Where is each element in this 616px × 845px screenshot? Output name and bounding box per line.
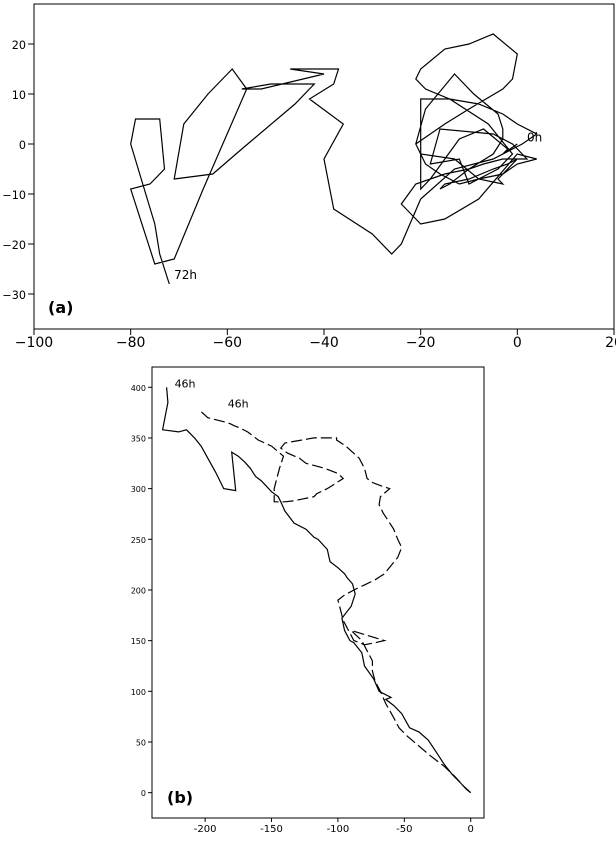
x-tick-label: 0: [513, 335, 522, 351]
track-annotation: 72h: [174, 268, 197, 282]
x-tick-label: −20: [406, 335, 436, 351]
x-tick-label: −100: [15, 335, 53, 351]
y-tick-label: 0: [141, 789, 146, 798]
x-tick-label: −40: [309, 335, 339, 351]
x-tick-label: 20: [605, 335, 616, 351]
panel-label: (a): [48, 298, 73, 317]
x-tick-label: −80: [116, 335, 146, 351]
solid-track-series: [129, 33, 538, 285]
x-tick-label: -50: [396, 824, 412, 835]
x-tick-label: -100: [327, 824, 350, 835]
x-tick-label: -150: [260, 824, 283, 835]
y-tick-label: 20: [12, 39, 26, 52]
solid-track-series: [161, 387, 472, 794]
track-annotation: 0h: [527, 131, 542, 145]
track-annotation: 46h: [175, 377, 196, 390]
y-tick-label: 200: [131, 586, 146, 595]
y-tick-label: −20: [2, 239, 26, 252]
y-tick-label: 350: [131, 434, 146, 443]
y-tick-label: 0: [19, 139, 26, 152]
panel-b-chart: -200 -150 -100 -50 0 400 350 300 250 200 150 100 50 0…: [131, 366, 485, 835]
y-tick-label: 250: [131, 536, 146, 545]
y-tick-label: 100: [131, 688, 146, 697]
y-tick-label: 10: [12, 89, 26, 102]
plot-frame: [151, 366, 485, 819]
track-annotation: 46h: [228, 398, 249, 411]
x-tick-label: -200: [194, 824, 217, 835]
panel-a-chart: −100 −80 −60 −40 −20 0 20 20 10 0 −10 −20 −30 0h 72h (a…: [2, 3, 616, 351]
y-tick-label: 300: [131, 485, 146, 494]
y-tick-label: −10: [2, 189, 26, 202]
x-tick-label: −60: [213, 335, 243, 351]
y-tick-label: 150: [131, 637, 146, 646]
panel-label: (b): [167, 788, 193, 807]
x-tick-label: 0: [468, 824, 474, 835]
dashed-track-series: [200, 411, 472, 794]
plot-frame: [33, 3, 615, 330]
y-tick-label: 400: [131, 384, 146, 393]
y-tick-label: −30: [2, 289, 26, 302]
y-tick-label: 50: [136, 738, 146, 747]
